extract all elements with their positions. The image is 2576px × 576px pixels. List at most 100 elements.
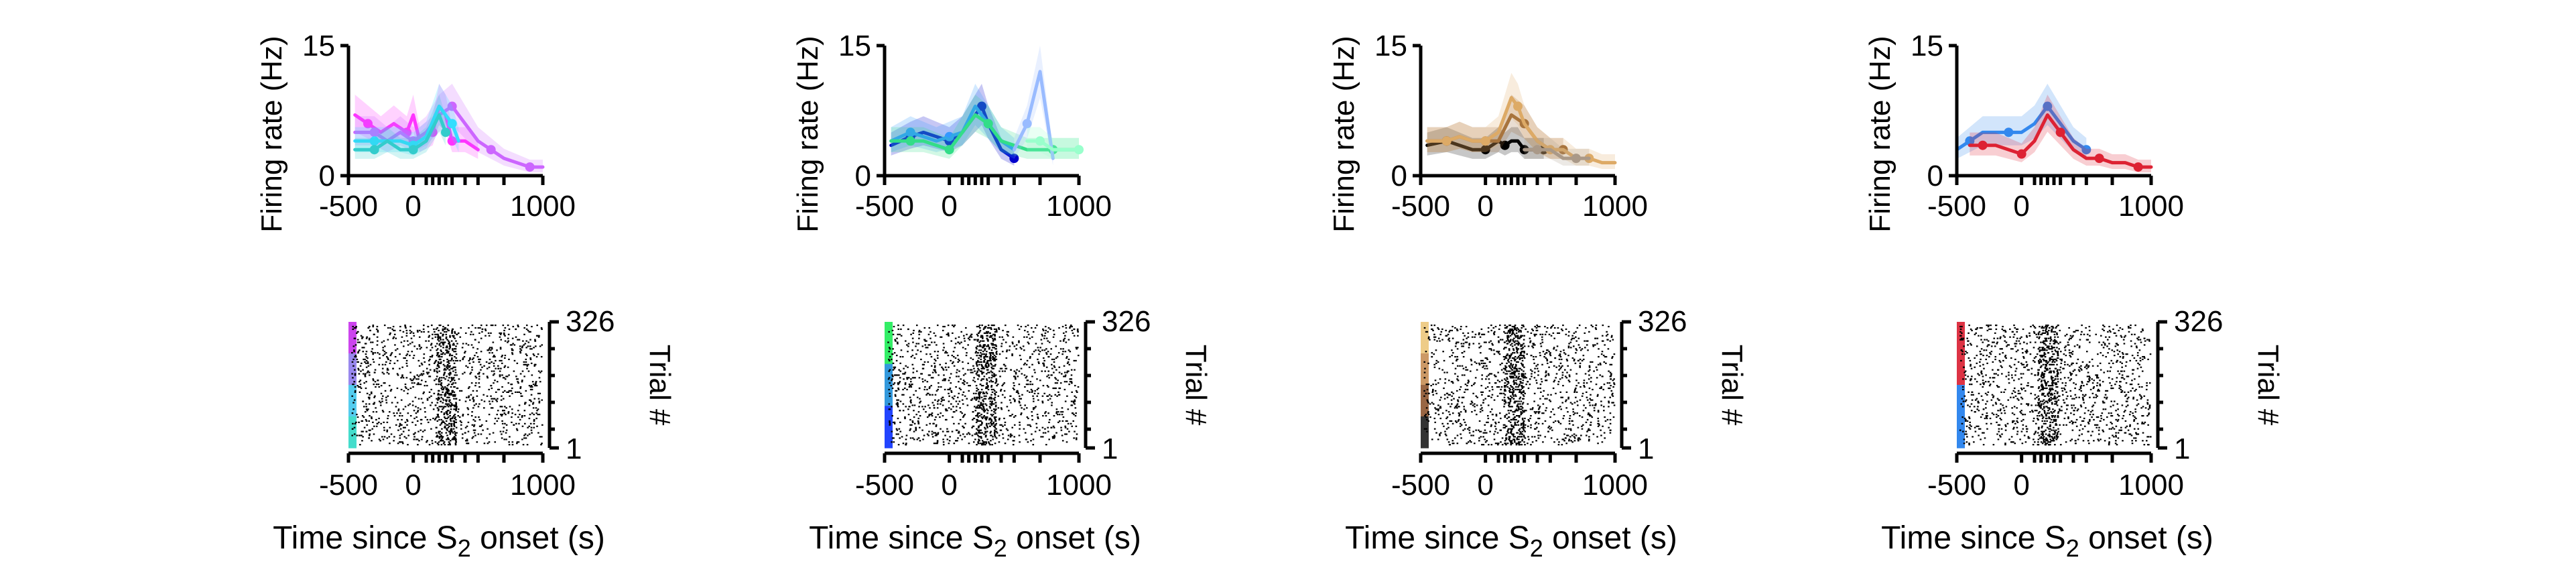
spike: [1527, 387, 1530, 390]
spike: [976, 359, 979, 362]
spike: [517, 325, 519, 328]
spike: [936, 441, 939, 443]
spike: [1492, 418, 1494, 421]
spike: [1448, 331, 1450, 333]
spike: [437, 415, 439, 417]
spike: [409, 355, 411, 357]
spike: [1584, 407, 1587, 409]
spike: [1049, 398, 1051, 400]
spike: [1521, 359, 1524, 362]
spike: [991, 374, 993, 376]
spike: [1457, 380, 1460, 382]
spike: [404, 406, 407, 408]
spike: [979, 370, 982, 372]
spike: [984, 358, 986, 361]
spike: [453, 391, 456, 393]
spike: [1449, 420, 1452, 422]
spike: [417, 430, 420, 433]
spike: [1600, 400, 1602, 402]
spike: [1518, 388, 1520, 391]
spike: [426, 398, 429, 400]
spike: [405, 359, 408, 362]
spike: [1075, 359, 1077, 362]
spike: [1609, 432, 1612, 434]
spike: [381, 400, 383, 402]
spike: [1504, 394, 1506, 396]
spike: [988, 327, 990, 329]
spike: [1503, 396, 1506, 398]
spike: [1514, 416, 1516, 418]
spike: [1575, 373, 1577, 375]
spike: [537, 414, 539, 416]
spike: [981, 337, 984, 339]
spike: [1426, 430, 1428, 433]
spike: [410, 337, 413, 339]
spike: [946, 410, 948, 412]
spike: [1027, 325, 1029, 327]
spike: [1567, 335, 1570, 337]
spike: [1437, 439, 1439, 441]
spike: [1431, 402, 1433, 404]
spike: [984, 365, 986, 367]
spike: [452, 382, 454, 384]
spike: [1461, 365, 1464, 367]
spike: [416, 329, 419, 332]
spike: [387, 373, 390, 375]
spike: [377, 331, 379, 333]
spike: [988, 396, 991, 398]
spike: [1588, 436, 1590, 438]
spike: [1588, 365, 1591, 367]
spike: [903, 394, 905, 396]
spike: [480, 369, 482, 371]
spike: [1064, 433, 1066, 435]
spike: [437, 394, 439, 396]
spike: [1515, 376, 1518, 378]
spike: [449, 444, 451, 446]
spike: [446, 417, 448, 420]
spike: [1457, 400, 1460, 402]
spike: [501, 410, 504, 412]
spike: [503, 377, 505, 379]
spike: [1560, 358, 1563, 361]
spike: [1000, 429, 1003, 431]
spike: [529, 386, 532, 388]
spike: [1005, 341, 1007, 343]
spike: [1510, 362, 1512, 364]
spike: [450, 402, 452, 404]
spike: [443, 441, 446, 443]
spike: [1482, 333, 1484, 335]
spike: [1031, 376, 1033, 378]
spike: [1435, 384, 1437, 386]
spike: [499, 374, 501, 376]
spike: [1478, 363, 1481, 365]
spike: [376, 340, 379, 342]
spike: [1553, 337, 1555, 339]
spike: [1012, 343, 1014, 345]
spike: [990, 343, 992, 345]
spike: [982, 378, 984, 380]
spike: [441, 421, 443, 423]
spike: [1429, 403, 1431, 405]
spike: [1013, 440, 1015, 442]
spike: [354, 390, 357, 392]
spike: [537, 408, 539, 410]
spike: [978, 349, 980, 351]
spike: [976, 418, 978, 421]
spike: [888, 388, 890, 391]
spike: [1585, 391, 1588, 393]
spike: [474, 420, 476, 422]
spike: [1487, 327, 1490, 329]
spike: [424, 381, 427, 383]
spike: [406, 353, 409, 355]
spike: [381, 367, 384, 369]
spike: [1507, 410, 1510, 412]
spike: [1613, 378, 1615, 380]
spike: [422, 370, 425, 372]
spike: [1460, 325, 1462, 328]
spike: [899, 333, 901, 335]
spike: [446, 411, 448, 413]
spike: [523, 403, 526, 405]
spike: [515, 336, 517, 338]
spike: [471, 369, 473, 371]
spike: [1561, 374, 1564, 376]
